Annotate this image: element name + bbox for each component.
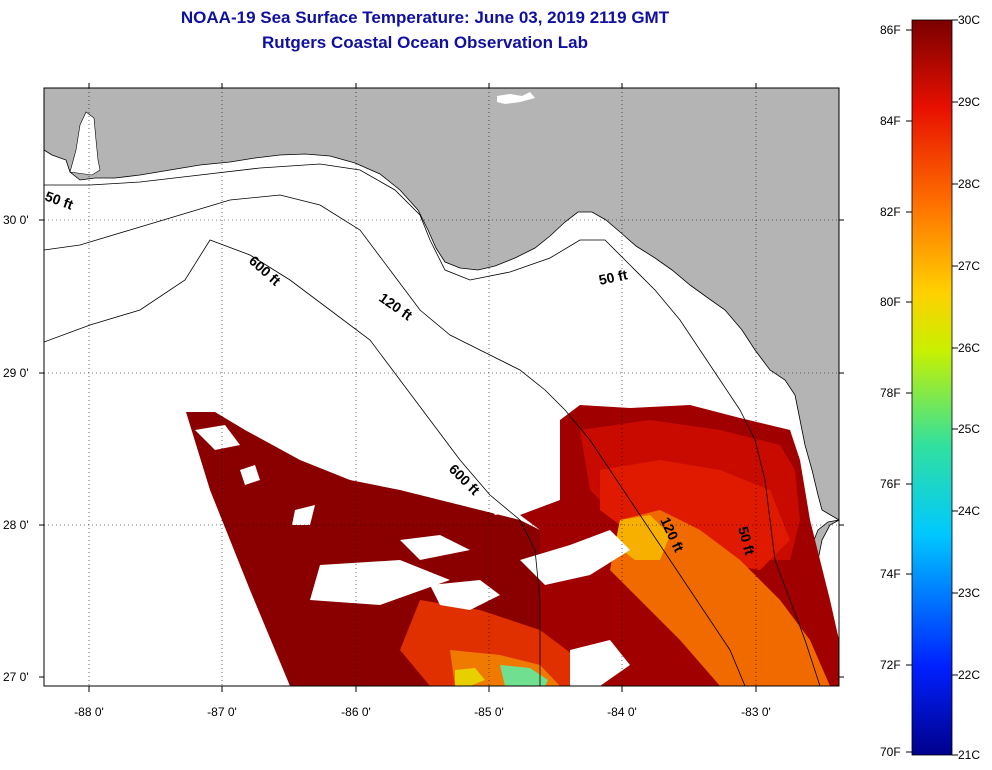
depth-contours — [44, 163, 821, 686]
cb-f-86: 86F — [880, 23, 901, 37]
map-title: NOAA-19 Sea Surface Temperature: June 03… — [180, 8, 670, 27]
lon-label-88: -88 0' — [74, 705, 104, 719]
lat-label-30: 30 0' — [3, 213, 29, 227]
lat-label-29: 29 0' — [3, 366, 29, 380]
cb-c-26: 26C — [958, 341, 980, 355]
map-subtitle: Rutgers Coastal Ocean Observation Lab — [262, 33, 588, 52]
cb-f-76: 76F — [880, 477, 901, 491]
lon-label-85: -85 0' — [474, 705, 504, 719]
cb-c-22: 22C — [958, 668, 980, 682]
graticule — [44, 88, 839, 686]
contour-50ft — [44, 163, 821, 686]
cb-c-24: 24C — [958, 504, 980, 518]
lon-label-86: -86 0' — [341, 705, 371, 719]
mobile-bay — [69, 111, 101, 176]
contour-label-50ft-south: 50 ft — [735, 525, 758, 557]
cb-c-21: 21C — [958, 748, 980, 762]
cb-c-30: 30C — [958, 13, 980, 27]
cb-f-82: 82F — [880, 205, 901, 219]
cb-c-28: 28C — [958, 177, 980, 191]
lon-label-83: -83 0' — [741, 705, 771, 719]
cb-c-23: 23C — [958, 586, 980, 600]
cb-f-72: 72F — [880, 658, 901, 672]
map-ticks — [39, 83, 844, 692]
cb-f-74: 74F — [880, 567, 901, 581]
lon-label-87: -87 0' — [207, 705, 237, 719]
cb-c-29: 29C — [958, 95, 980, 109]
inland-lake — [497, 92, 535, 104]
cb-f-70: 70F — [880, 745, 901, 759]
sst-swath — [186, 405, 839, 686]
lat-label-27: 27 0' — [3, 670, 29, 684]
map-frame — [43, 87, 840, 687]
cb-f-78: 78F — [880, 386, 901, 400]
cb-f-80: 80F — [880, 295, 901, 309]
cb-c-27: 27C — [958, 259, 980, 273]
contour-600ft — [44, 239, 541, 686]
contour-120ft — [44, 194, 746, 686]
contour-label-50ft-east: 50 ft — [597, 266, 629, 288]
lon-label-84: -84 0' — [607, 705, 637, 719]
colorbar-ticks — [906, 19, 958, 756]
cb-c-25: 25C — [958, 422, 980, 436]
colorbar — [911, 19, 953, 756]
lat-label-28: 28 0' — [3, 518, 29, 532]
cb-f-84: 84F — [880, 114, 901, 128]
